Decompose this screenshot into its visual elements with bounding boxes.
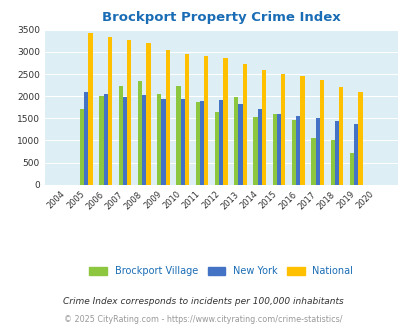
Bar (214, 112, 219, 185)
Bar (103, 94, 107, 185)
Bar (165, 50, 169, 185)
Bar (296, 116, 300, 185)
Bar (161, 99, 165, 185)
Bar (276, 114, 281, 185)
Bar (142, 95, 146, 185)
Bar (219, 100, 223, 185)
Bar (107, 37, 112, 185)
Bar (338, 87, 343, 185)
Bar (358, 92, 362, 185)
Bar (99, 96, 103, 185)
Bar (157, 94, 161, 185)
Bar (311, 138, 315, 185)
Bar (353, 124, 358, 185)
Bar (319, 80, 323, 185)
Text: © 2025 CityRating.com - https://www.cityrating.com/crime-statistics/: © 2025 CityRating.com - https://www.city… (64, 315, 341, 324)
Bar (234, 97, 238, 185)
Bar (199, 101, 204, 185)
Bar (204, 56, 208, 185)
Bar (88, 33, 92, 185)
Bar (118, 86, 122, 185)
Bar (146, 43, 150, 185)
Bar (195, 102, 199, 185)
Bar (176, 86, 180, 185)
Bar (281, 75, 285, 185)
Bar (257, 110, 261, 185)
Bar (80, 109, 84, 185)
Title: Brockport Property Crime Index: Brockport Property Crime Index (102, 11, 340, 24)
Legend: Brockport Village, New York, National: Brockport Village, New York, National (85, 263, 356, 280)
Bar (242, 64, 246, 185)
Bar (291, 120, 296, 185)
Bar (330, 141, 334, 185)
Bar (127, 40, 131, 185)
Bar (349, 153, 353, 185)
Bar (137, 81, 142, 185)
Bar (184, 54, 189, 185)
Bar (261, 70, 266, 185)
Bar (122, 97, 127, 185)
Bar (334, 120, 338, 185)
Bar (223, 58, 227, 185)
Bar (300, 76, 304, 185)
Bar (253, 117, 257, 185)
Bar (180, 99, 184, 185)
Bar (238, 104, 242, 185)
Bar (84, 92, 88, 185)
Bar (272, 114, 276, 185)
Text: Crime Index corresponds to incidents per 100,000 inhabitants: Crime Index corresponds to incidents per… (62, 297, 343, 306)
Bar (315, 118, 319, 185)
